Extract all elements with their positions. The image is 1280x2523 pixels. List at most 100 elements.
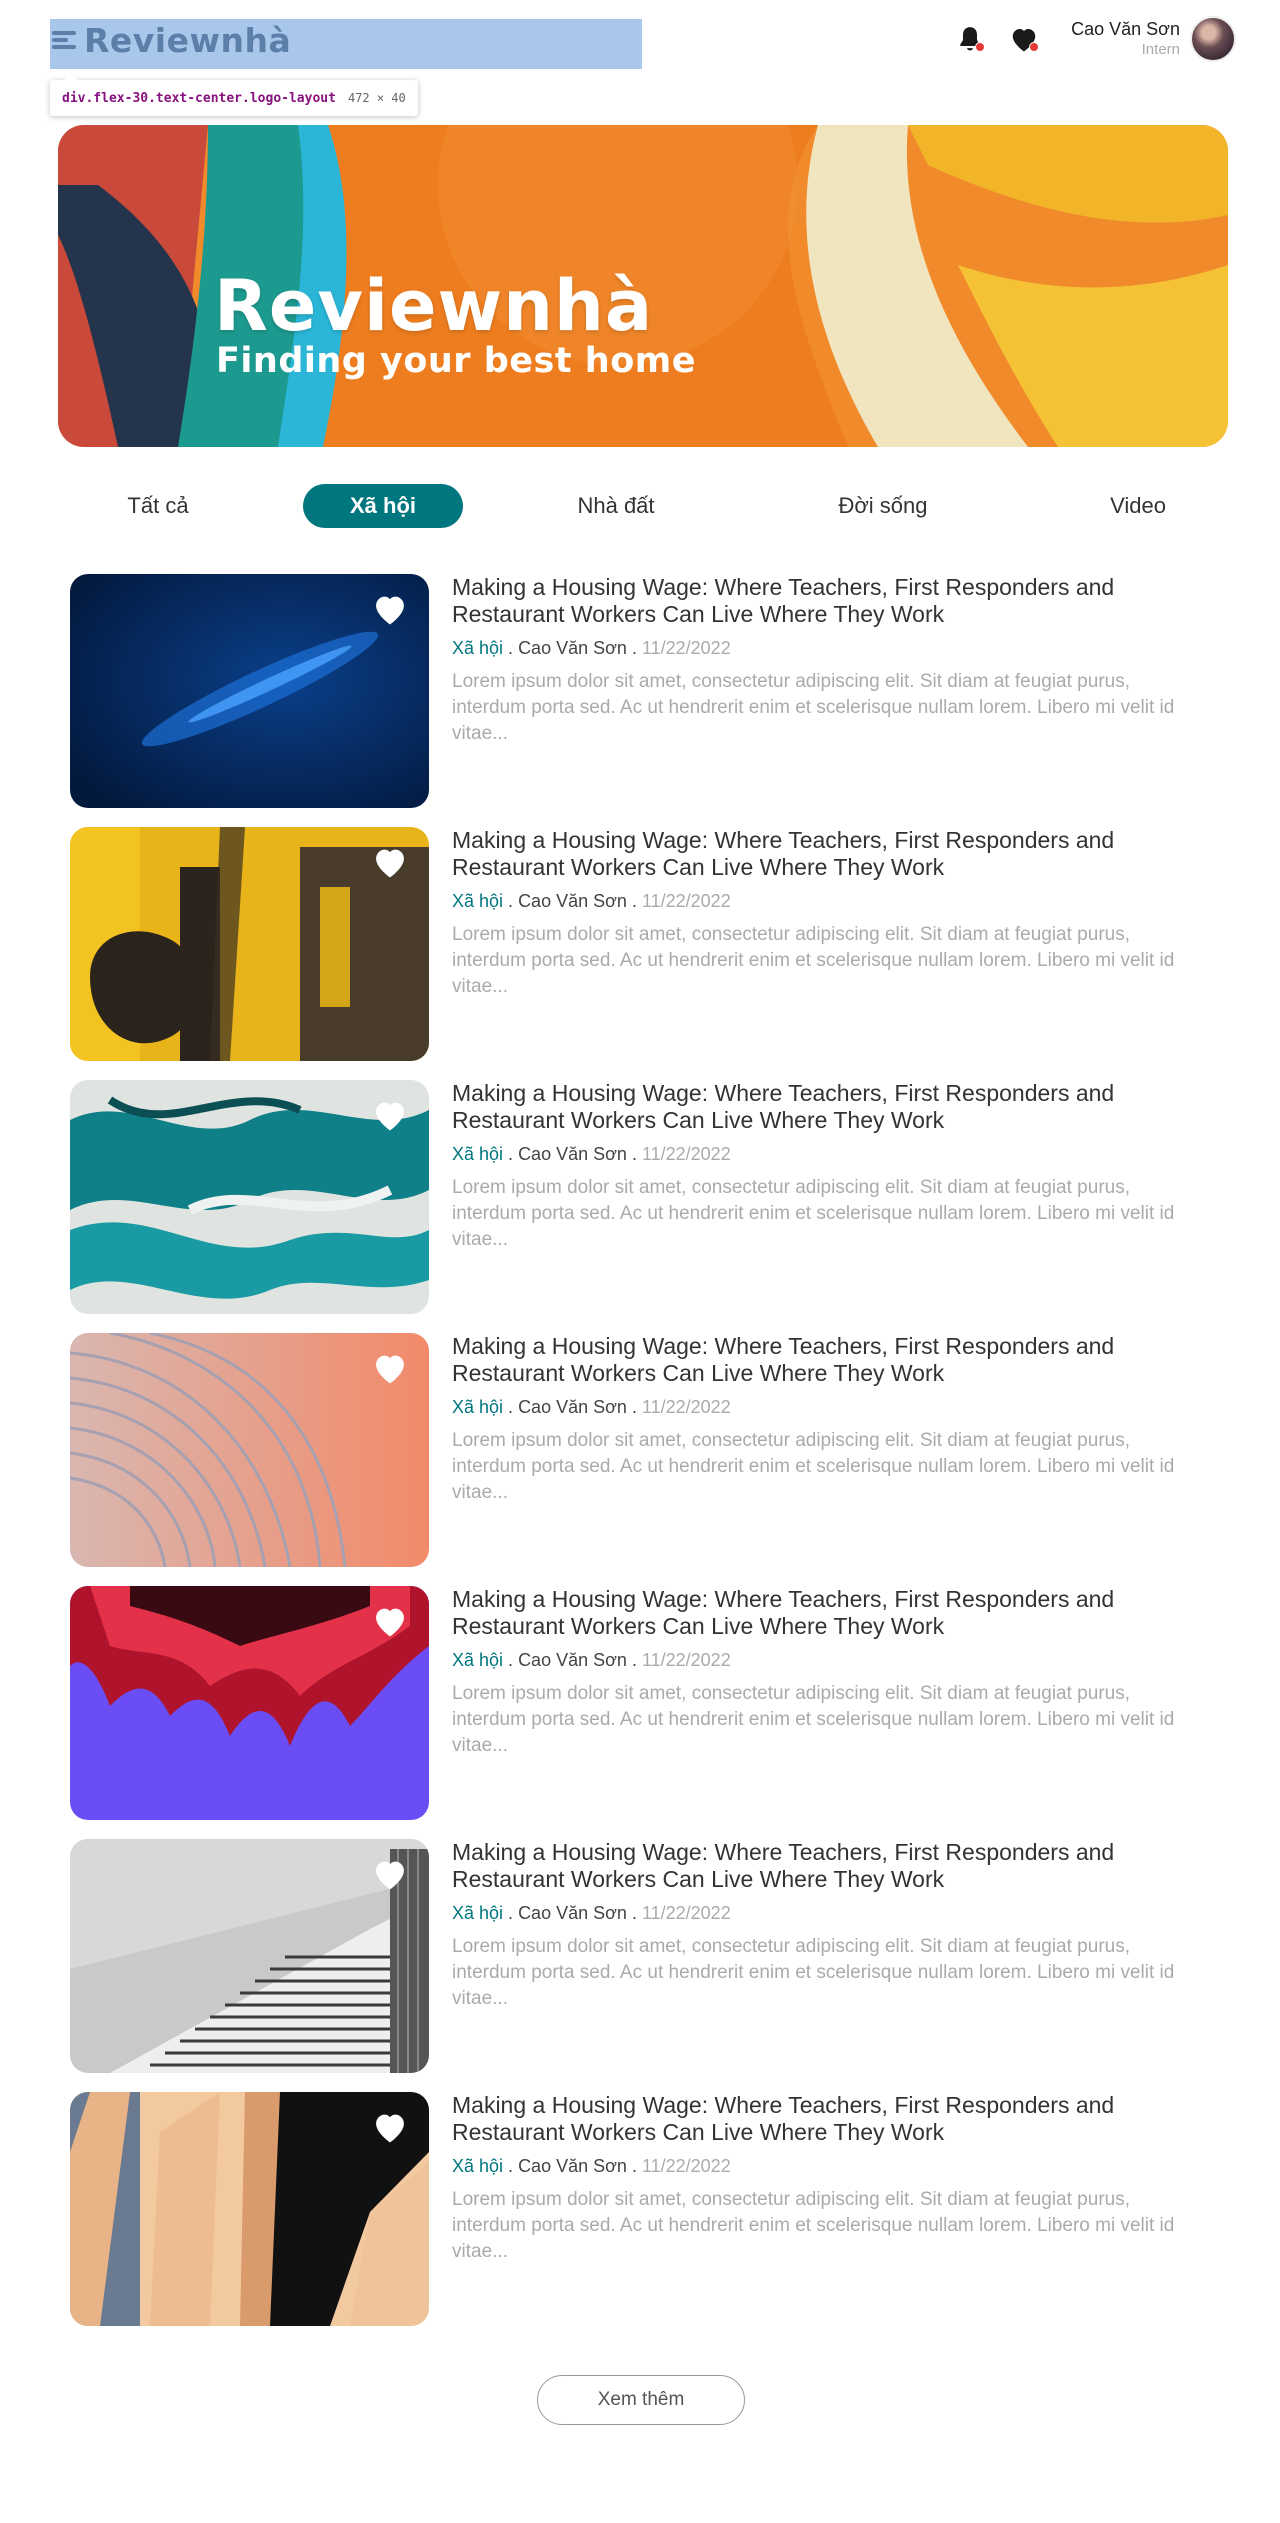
article-meta: Xã hội . Cao Văn Sơn . 11/22/2022 xyxy=(452,1650,731,1670)
article-thumbnail[interactable] xyxy=(70,1586,429,1820)
article-title[interactable]: Making a Housing Wage: Where Teachers, F… xyxy=(452,574,1115,627)
article-body: Making a Housing Wage: Where Teachers, F… xyxy=(452,827,1192,1000)
article-meta: Xã hội . Cao Văn Sơn . 11/22/2022 xyxy=(452,1903,731,1923)
article-body: Making a Housing Wage: Where Teachers, F… xyxy=(452,1333,1192,1506)
tooltip-selector: div.flex-30.text-center.logo-layout xyxy=(62,90,336,106)
article-excerpt: Lorem ipsum dolor sit amet, consectetur … xyxy=(452,1683,1175,1756)
banner-title: Reviewnhà xyxy=(214,265,654,347)
article-excerpt: Lorem ipsum dolor sit amet, consectetur … xyxy=(452,1177,1175,1250)
banner-subtitle: Finding your best home xyxy=(216,341,696,381)
header-actions: Cao Văn Sơn Intern xyxy=(953,16,1236,62)
article-author: Cao Văn Sơn xyxy=(518,638,627,658)
favorite-heart-icon[interactable] xyxy=(371,1604,409,1638)
article-excerpt: Lorem ipsum dolor sit amet, consectetur … xyxy=(452,2189,1175,2262)
article-excerpt: Lorem ipsum dolor sit amet, consectetur … xyxy=(452,1430,1175,1503)
tab-video[interactable]: Video xyxy=(1110,493,1166,518)
article-date: 11/22/2022 xyxy=(641,1397,731,1417)
user-info: Cao Văn Sơn Intern xyxy=(1071,19,1180,59)
article-body: Making a Housing Wage: Where Teachers, F… xyxy=(452,2092,1192,2265)
tab-society[interactable]: Xã hội xyxy=(303,484,463,528)
favorite-heart-icon[interactable] xyxy=(371,1857,409,1891)
article-author: Cao Văn Sơn xyxy=(518,1397,627,1417)
article-card[interactable]: Making a Housing Wage: Where Teachers, F… xyxy=(70,1080,1180,1314)
article-meta: Xã hội . Cao Văn Sơn . 11/22/2022 xyxy=(452,638,731,658)
notification-button[interactable] xyxy=(953,22,987,56)
menu-icon xyxy=(52,29,78,51)
article-category[interactable]: Xã hội xyxy=(452,1903,504,1923)
user-role: Intern xyxy=(1141,40,1180,58)
article-excerpt: Lorem ipsum dolor sit amet, consectetur … xyxy=(452,924,1175,997)
article-category[interactable]: Xã hội xyxy=(452,1650,504,1670)
article-author: Cao Văn Sơn xyxy=(518,1650,627,1670)
article-thumbnail[interactable] xyxy=(70,1333,429,1567)
favorites-button[interactable] xyxy=(1007,22,1041,56)
article-excerpt: Lorem ipsum dolor sit amet, consectetur … xyxy=(452,1936,1175,2009)
article-body: Making a Housing Wage: Where Teachers, F… xyxy=(452,1839,1192,2012)
load-more-button[interactable]: Xem thêm xyxy=(537,2375,745,2425)
article-title[interactable]: Making a Housing Wage: Where Teachers, F… xyxy=(452,1586,1115,1639)
article-meta: Xã hội . Cao Văn Sơn . 11/22/2022 xyxy=(452,1397,731,1417)
inspector-tooltip: div.flex-30.text-center.logo-layout 472 … xyxy=(50,73,418,116)
favorite-heart-icon[interactable] xyxy=(371,2110,409,2144)
article-body: Making a Housing Wage: Where Teachers, F… xyxy=(452,1080,1192,1253)
article-date: 11/22/2022 xyxy=(641,638,731,658)
article-category[interactable]: Xã hội xyxy=(452,1397,504,1417)
article-date: 11/22/2022 xyxy=(641,1650,731,1670)
logo-text: Reviewnhà xyxy=(84,20,292,60)
article-meta: Xã hội . Cao Văn Sơn . 11/22/2022 xyxy=(452,891,731,911)
favorite-heart-icon[interactable] xyxy=(371,1351,409,1385)
favorites-dot xyxy=(1029,42,1040,52)
article-category[interactable]: Xã hội xyxy=(452,1144,504,1164)
article-card[interactable]: Making a Housing Wage: Where Teachers, F… xyxy=(70,1586,1180,1820)
article-card[interactable]: Making a Housing Wage: Where Teachers, F… xyxy=(70,1839,1180,2073)
article-body: Making a Housing Wage: Where Teachers, F… xyxy=(452,1586,1192,1759)
article-meta: Xã hội . Cao Văn Sơn . 11/22/2022 xyxy=(452,1144,731,1164)
user-menu[interactable]: Cao Văn Sơn Intern xyxy=(1071,16,1236,62)
inspector-highlight xyxy=(50,19,642,69)
tab-real-estate[interactable]: Nhà đất xyxy=(577,493,655,518)
article-card[interactable]: Making a Housing Wage: Where Teachers, F… xyxy=(70,2092,1180,2326)
article-title[interactable]: Making a Housing Wage: Where Teachers, F… xyxy=(452,2092,1115,2145)
favorite-heart-icon[interactable] xyxy=(371,845,409,879)
article-body: Making a Housing Wage: Where Teachers, F… xyxy=(452,574,1192,747)
article-category[interactable]: Xã hội xyxy=(452,638,504,658)
bell-icon xyxy=(960,27,980,51)
avatar[interactable] xyxy=(1190,16,1236,62)
article-title[interactable]: Making a Housing Wage: Where Teachers, F… xyxy=(452,1839,1115,1892)
article-title[interactable]: Making a Housing Wage: Where Teachers, F… xyxy=(452,827,1115,880)
article-category[interactable]: Xã hội xyxy=(452,891,504,911)
article-thumbnail[interactable] xyxy=(70,827,429,1061)
tooltip-size: 472 × 40 xyxy=(347,91,406,105)
article-date: 11/22/2022 xyxy=(641,1144,731,1164)
article-thumbnail[interactable] xyxy=(70,1080,429,1314)
article-date: 11/22/2022 xyxy=(641,1903,731,1923)
article-author: Cao Văn Sơn xyxy=(518,1144,627,1164)
category-tabs: Tất cả Xã hội Nhà đất Đời sống Video xyxy=(58,484,1228,528)
article-author: Cao Văn Sơn xyxy=(518,2156,627,2176)
hero-banner: Reviewnhà Finding your best home xyxy=(58,125,1228,447)
article-category[interactable]: Xã hội xyxy=(452,2156,504,2176)
article-card[interactable]: Making a Housing Wage: Where Teachers, F… xyxy=(70,1333,1180,1567)
article-meta: Xã hội . Cao Văn Sơn . 11/22/2022 xyxy=(452,2156,731,2176)
banner-artwork xyxy=(58,125,1228,447)
article-thumbnail[interactable] xyxy=(70,1839,429,2073)
article-author: Cao Văn Sơn xyxy=(518,1903,627,1923)
article-date: 11/22/2022 xyxy=(641,891,731,911)
article-card[interactable]: Making a Housing Wage: Where Teachers, F… xyxy=(70,574,1180,808)
article-date: 11/22/2022 xyxy=(641,2156,731,2176)
article-author: Cao Văn Sơn xyxy=(518,891,627,911)
notification-dot xyxy=(975,42,986,52)
article-title[interactable]: Making a Housing Wage: Where Teachers, F… xyxy=(452,1333,1115,1386)
article-thumbnail[interactable] xyxy=(70,2092,429,2326)
user-name: Cao Văn Sơn xyxy=(1071,19,1180,40)
article-thumbnail[interactable] xyxy=(70,574,429,808)
favorite-heart-icon[interactable] xyxy=(371,1098,409,1132)
article-title[interactable]: Making a Housing Wage: Where Teachers, F… xyxy=(452,1080,1115,1133)
logo[interactable]: Reviewnhà xyxy=(52,20,291,60)
tab-life[interactable]: Đời sống xyxy=(838,493,928,518)
favorite-heart-icon[interactable] xyxy=(371,592,409,626)
header: Reviewnhà div.flex-30.text-center.logo-l… xyxy=(0,0,1280,116)
article-card[interactable]: Making a Housing Wage: Where Teachers, F… xyxy=(70,827,1180,1061)
article-excerpt: Lorem ipsum dolor sit amet, consectetur … xyxy=(452,671,1175,744)
tab-all[interactable]: Tất cả xyxy=(127,493,189,518)
